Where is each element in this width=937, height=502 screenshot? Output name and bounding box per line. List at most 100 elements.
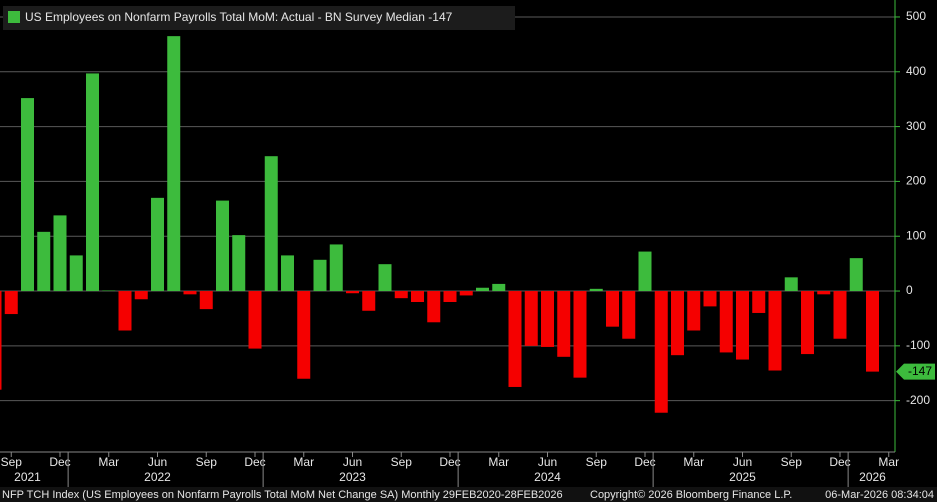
bar xyxy=(443,291,457,302)
bar xyxy=(476,287,489,292)
bar xyxy=(21,98,34,292)
bar xyxy=(232,235,246,292)
bar xyxy=(638,251,652,292)
bar xyxy=(199,291,213,310)
bar xyxy=(589,288,603,292)
bars xyxy=(0,36,879,413)
y-tick-label: 100 xyxy=(906,228,926,242)
bar xyxy=(833,291,847,339)
bar xyxy=(37,231,51,292)
bar xyxy=(183,291,197,295)
bar xyxy=(329,244,343,292)
year-label: 2021 xyxy=(14,470,41,484)
x-tick-label: Sep xyxy=(1,455,23,469)
bar xyxy=(459,291,473,296)
x-tick-label: Mar xyxy=(878,455,899,469)
bar xyxy=(264,156,278,292)
year-label: 2024 xyxy=(534,470,561,484)
bar xyxy=(573,291,587,378)
footer-bg xyxy=(0,487,937,502)
last-value-tag xyxy=(896,363,935,380)
footer-left: NFP TCH Index (US Employees on Nonfarm P… xyxy=(2,489,563,501)
bar xyxy=(346,291,359,294)
bar xyxy=(134,291,148,300)
bar xyxy=(53,215,67,292)
bar xyxy=(394,291,408,299)
year-label: 2022 xyxy=(144,470,171,484)
y-tick-label: -100 xyxy=(906,338,930,352)
bar xyxy=(606,291,619,327)
y-tick-label: 200 xyxy=(906,174,926,188)
bar xyxy=(313,259,327,292)
x-tick-label: Mar xyxy=(488,455,509,469)
bar xyxy=(784,277,798,292)
footer-right: 06-Mar-2026 08:34:04 xyxy=(825,489,934,501)
x-tick-label: Dec xyxy=(49,455,70,469)
bar xyxy=(866,291,879,372)
x-tick-label: Jun xyxy=(343,455,362,469)
bar xyxy=(622,291,636,339)
bar xyxy=(719,291,733,353)
x-tick-label: Jun xyxy=(538,455,557,469)
bar xyxy=(801,291,814,355)
legend-box xyxy=(3,6,515,30)
bar xyxy=(736,291,749,360)
x-tick-label: Jun xyxy=(733,455,752,469)
bar xyxy=(102,290,116,292)
bar xyxy=(281,255,294,292)
bar xyxy=(508,291,522,387)
footer-center: Copyright© 2026 Bloomberg Finance L.P. xyxy=(590,489,792,501)
bar xyxy=(0,291,2,390)
bar xyxy=(378,264,392,292)
x-tick-label: Jun xyxy=(148,455,167,469)
year-label: 2026 xyxy=(859,470,886,484)
x-tick-label: Mar xyxy=(683,455,704,469)
bar xyxy=(86,73,99,292)
x-tick-label: Dec xyxy=(439,455,460,469)
last-value-label: -147 xyxy=(908,364,932,378)
bar xyxy=(427,291,441,323)
x-tick-label: Dec xyxy=(244,455,265,469)
bar xyxy=(118,291,132,331)
bar xyxy=(69,255,83,292)
x-tick-label: Sep xyxy=(391,455,413,469)
x-tick-label: Mar xyxy=(293,455,314,469)
bar xyxy=(492,283,506,292)
bar xyxy=(524,291,538,346)
bar xyxy=(703,291,717,307)
year-label: 2025 xyxy=(729,470,756,484)
chart-title: US Employees on Nonfarm Payrolls Total M… xyxy=(25,10,453,24)
y-tick-label: 500 xyxy=(906,9,926,23)
bar xyxy=(557,291,571,357)
bar xyxy=(671,291,684,356)
y-tick-label: 400 xyxy=(906,64,926,78)
year-label: 2023 xyxy=(339,470,366,484)
bar xyxy=(654,291,668,413)
y-tick-label: 0 xyxy=(906,283,913,297)
x-tick-label: Dec xyxy=(829,455,850,469)
x-tick-label: Sep xyxy=(781,455,803,469)
bar xyxy=(687,291,701,331)
bar xyxy=(248,291,262,349)
x-tick-label: Mar xyxy=(98,455,119,469)
legend-swatch xyxy=(8,11,20,23)
bar xyxy=(541,291,554,347)
x-tick-label: Sep xyxy=(196,455,218,469)
y-tick-label: 300 xyxy=(906,119,926,133)
bar xyxy=(849,258,863,292)
bar xyxy=(4,291,18,315)
bar xyxy=(411,291,424,302)
bar xyxy=(362,291,376,311)
x-tick-label: Dec xyxy=(634,455,655,469)
bar xyxy=(167,36,181,292)
x-tick-label: Sep xyxy=(586,455,608,469)
bar xyxy=(151,197,164,292)
y-tick-label: -200 xyxy=(906,393,930,407)
bar xyxy=(752,291,766,313)
bar xyxy=(297,291,311,379)
bar xyxy=(817,291,831,295)
bar xyxy=(768,291,782,371)
bar xyxy=(216,200,229,292)
